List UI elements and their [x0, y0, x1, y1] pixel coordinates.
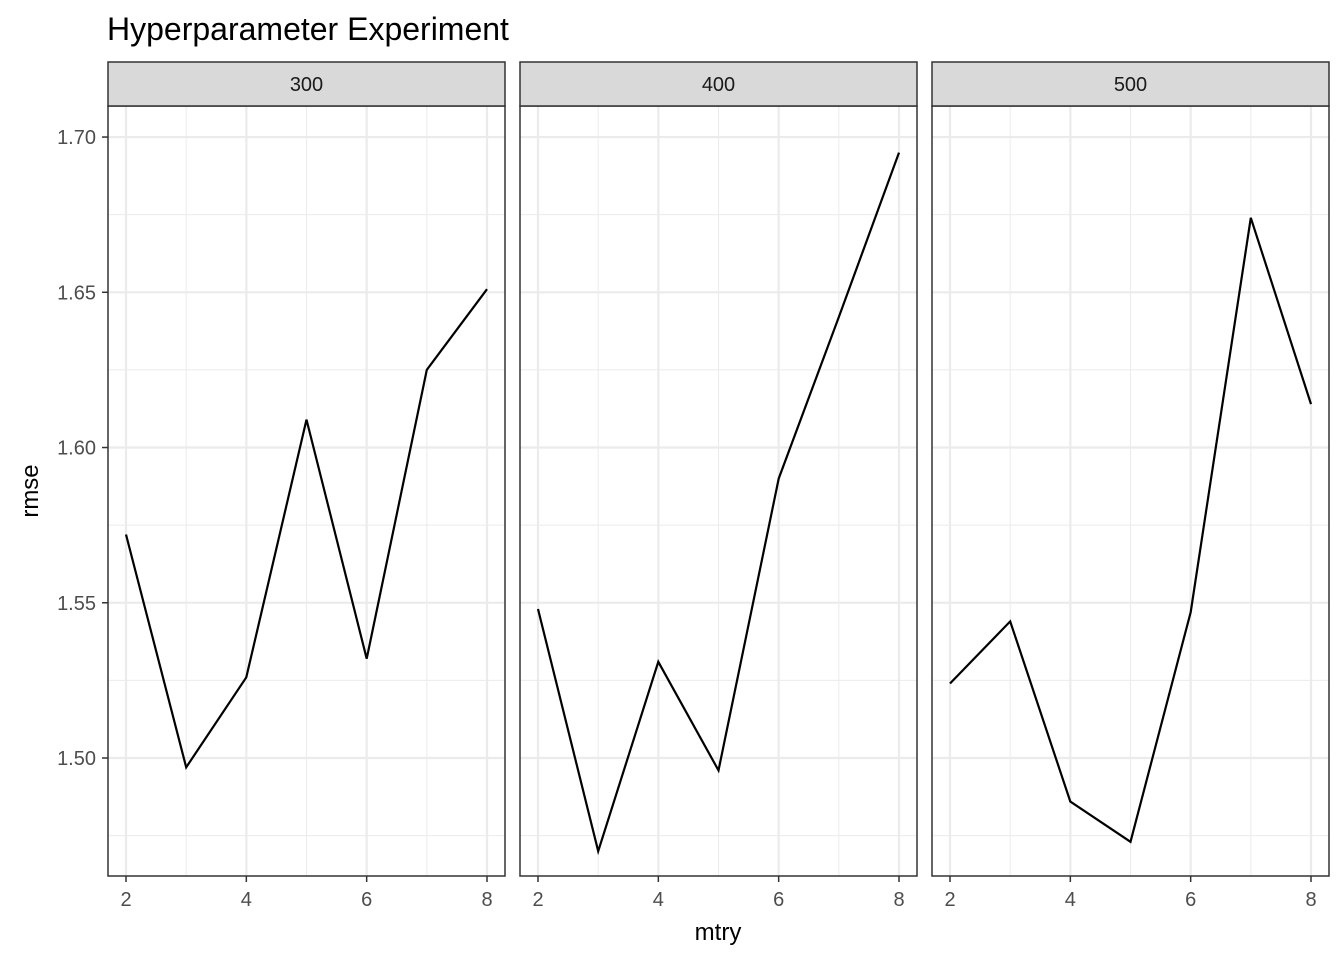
facet-strip-label: 500 [1114, 74, 1147, 96]
y-axis-label: rmse [17, 464, 44, 517]
x-tick-label: 8 [1305, 889, 1316, 911]
x-tick-label: 2 [120, 889, 131, 911]
facet-strip-label: 300 [290, 74, 323, 96]
facet-panel-500: 500 2 4 6 8 [931, 61, 1330, 911]
series-line-400 [536, 152, 901, 856]
facet-strip [931, 61, 1330, 107]
x-tick-label: 6 [773, 889, 784, 911]
y-tick-label: 1.70 [57, 127, 96, 149]
facet-panel-400: 400 2 4 6 8 [519, 61, 918, 911]
y-tick-label: 1.50 [57, 748, 96, 770]
x-tick-label: 4 [653, 889, 664, 911]
y-axis-ticks: 1.50 1.55 1.60 1.65 1.70 [57, 127, 108, 770]
facet-panel-300: 300 2 4 6 8 [107, 61, 506, 911]
x-axis-label: mtry [695, 919, 742, 946]
x-tick-label: 8 [893, 889, 904, 911]
x-tick-label: 2 [532, 889, 543, 911]
y-tick-label: 1.65 [57, 282, 96, 304]
x-tick-label: 6 [361, 889, 372, 911]
y-tick-label: 1.60 [57, 438, 96, 460]
x-tick-label: 2 [944, 889, 955, 911]
x-tick-label: 4 [1065, 889, 1076, 911]
facet-strip [107, 61, 506, 107]
x-tick-label: 6 [1185, 889, 1196, 911]
series-line-300 [124, 288, 488, 770]
facet-strip-label: 400 [702, 74, 735, 96]
y-tick-label: 1.55 [57, 593, 96, 615]
chart-title: Hyperparameter Experiment [107, 11, 509, 47]
x-tick-label: 8 [481, 889, 492, 911]
facet-strip [519, 61, 918, 107]
series-line-500 [949, 217, 1313, 844]
x-tick-label: 4 [241, 889, 252, 911]
facet-panels: 300 2 4 6 8 400 2 4 6 8 500 2 4 6 8 [107, 61, 1330, 911]
